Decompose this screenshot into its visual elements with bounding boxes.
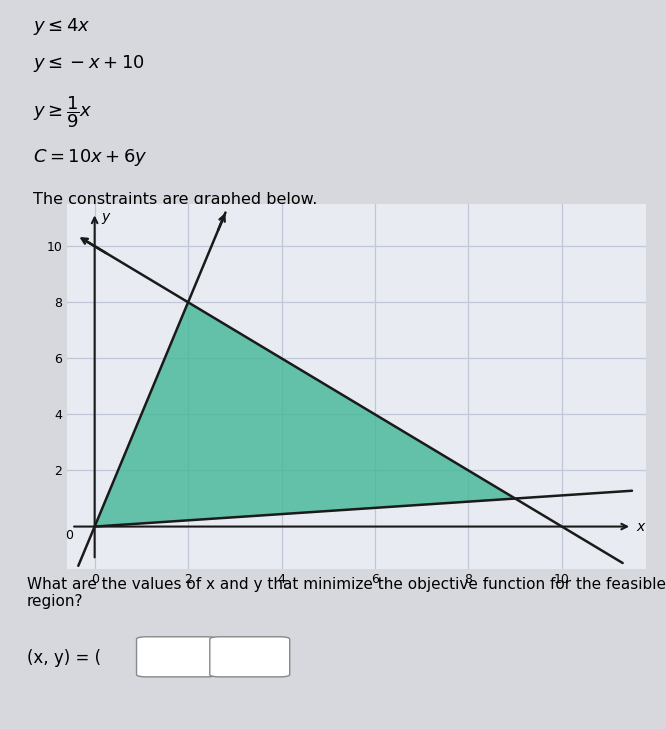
Text: The constraints are graphed below.: The constraints are graphed below. <box>33 192 318 207</box>
Polygon shape <box>95 303 515 526</box>
Text: ): ) <box>283 649 290 667</box>
Text: 0: 0 <box>66 529 74 542</box>
Text: (x, y) = (: (x, y) = ( <box>27 649 101 667</box>
Text: ,: , <box>210 649 215 667</box>
Text: $C = 10x + 6y$: $C = 10x + 6y$ <box>33 147 148 168</box>
Text: $y \geq \dfrac{1}{9}x$: $y \geq \dfrac{1}{9}x$ <box>33 94 93 130</box>
Text: What are the values of x and y that minimize the objective function for the feas: What are the values of x and y that mini… <box>27 577 665 609</box>
FancyBboxPatch shape <box>210 637 290 677</box>
FancyBboxPatch shape <box>137 637 216 677</box>
Text: $y \leq 4x$: $y \leq 4x$ <box>33 16 91 37</box>
Text: x: x <box>637 520 645 534</box>
Text: $y \leq -x + 10$: $y \leq -x + 10$ <box>33 53 145 74</box>
Text: y: y <box>102 210 110 224</box>
